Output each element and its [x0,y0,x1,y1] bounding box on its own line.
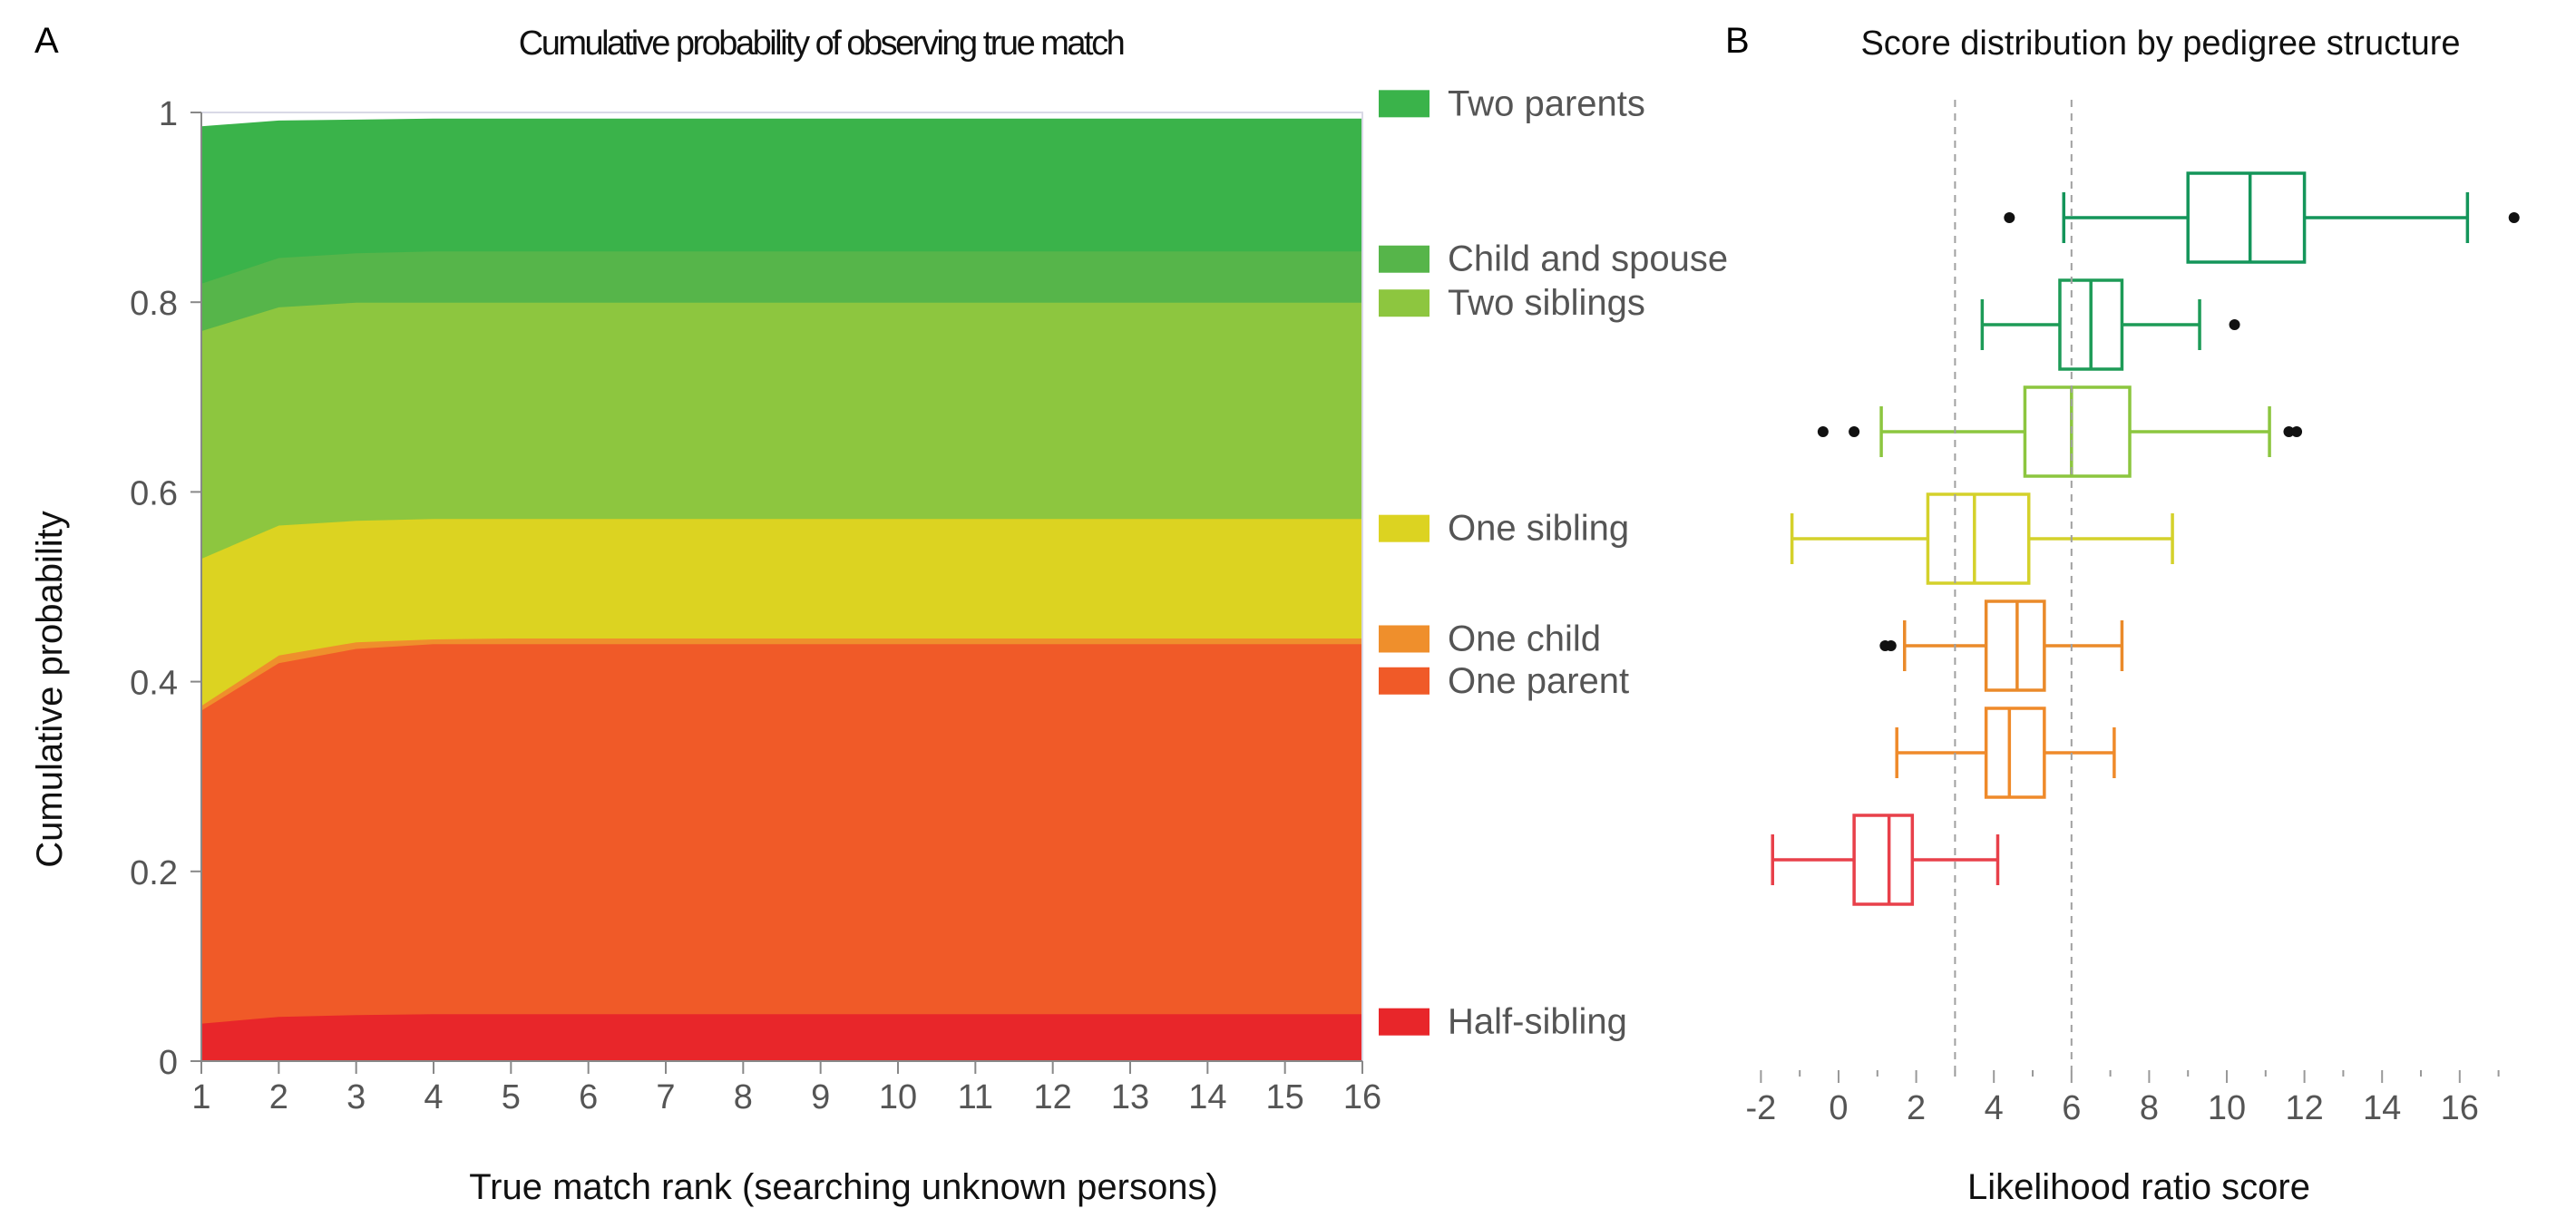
chart-a-title: Cumulative probability of observing true… [519,24,1124,63]
legend-label: Half-sibling [1448,1002,1627,1042]
legend-label: Two parents [1448,83,1645,123]
x-tick-label: 14 [2363,1089,2401,1127]
x-tick-label: 13 [1111,1078,1149,1116]
legend-label: Child and spouse [1448,239,1728,279]
iqr-box [1984,707,2046,799]
legend-swatch [1379,245,1429,273]
x-tick-label: 12 [2285,1089,2323,1127]
y-tick-label: 0.6 [130,474,178,512]
outlier-point [2229,319,2240,330]
y-tick-label: 0 [159,1044,178,1082]
x-tick-label: 6 [579,1078,598,1116]
x-tick-label: 2 [1907,1089,1926,1127]
x-tick-label: 4 [424,1078,443,1116]
iqr-box [2186,171,2307,264]
box-1 [2004,171,2520,264]
y-tick-label: 0.4 [130,665,178,703]
chart-b-xlabel: Likelihood ratio score [1967,1167,2310,1207]
chart-a-ylabel: Cumulative probability [30,511,70,868]
x-tick-label: 10 [2208,1089,2246,1127]
y-tick-label: 0.2 [130,854,178,892]
chart-b-title: Score distribution by pedigree structure [1860,24,2460,63]
boxplot-group [1771,171,2520,906]
x-tick-label: 2 [269,1078,288,1116]
x-tick-label: 15 [1266,1078,1304,1116]
outlier-point [1849,426,1860,437]
x-tick-label: 5 [502,1078,521,1116]
x-tick-label: 6 [2062,1089,2081,1127]
chart-b-axes: -2 0 2 4 6 8 10 12 14 16 [1746,100,2500,1127]
outlier-point [2508,212,2520,223]
box-3 [1817,385,2303,478]
iqr-box [1926,492,2031,585]
box-6 [1895,707,2116,799]
outlier-point [1885,640,1897,651]
legend-swatch [1379,514,1429,542]
legend-label: One sibling [1448,509,1629,549]
x-tick-label: 10 [879,1078,917,1116]
outlier-point [2291,426,2303,437]
panel-label-b: B [1725,21,1750,61]
outlier-point [1817,426,1829,437]
legend-label: One parent [1448,661,1629,701]
x-tick-label: 3 [346,1078,366,1116]
legend-swatch [1379,90,1429,118]
legend-label: One child [1448,619,1601,658]
iqr-box [2023,385,2132,478]
x-tick-label: 1 [191,1078,210,1116]
legend-swatch [1379,289,1429,317]
outlier-point [2283,426,2295,437]
x-tick-label: 16 [2441,1089,2479,1127]
area-series-half-sibling [200,1013,1363,1062]
chart-a-xlabel: True match rank (searching unknown perso… [469,1167,1218,1207]
x-tick-label: 8 [2140,1089,2159,1127]
legend-swatch [1379,667,1429,695]
x-tick-label: 16 [1343,1078,1381,1116]
x-tick-label: 4 [1985,1089,2004,1127]
y-tick-label: 0.8 [130,285,178,323]
outlier-point [2004,212,2015,223]
x-tick-label: -2 [1746,1089,1777,1127]
x-tick-label: 9 [811,1078,830,1116]
box-5 [1879,599,2124,692]
x-tick-label: 12 [1034,1078,1072,1116]
x-tick-label: 0 [1829,1089,1848,1127]
box-4 [1790,492,2174,585]
iqr-box [1984,599,2046,692]
legend-swatch [1379,1008,1429,1036]
area-stack [200,118,1363,1062]
x-tick-label: 11 [958,1078,993,1116]
panel-label-a: A [34,21,59,61]
box-2 [1980,278,2240,371]
area-series-one-parent [200,643,1363,1024]
legend-swatch [1379,625,1429,653]
x-tick-label: 8 [734,1078,753,1116]
y-tick-label: 1 [159,95,178,133]
legend-label: Two siblings [1448,283,1645,323]
box-7 [1771,814,2000,906]
x-tick-label: 7 [656,1078,675,1116]
x-tick-label: 14 [1188,1078,1226,1116]
iqr-box [1852,814,1915,906]
